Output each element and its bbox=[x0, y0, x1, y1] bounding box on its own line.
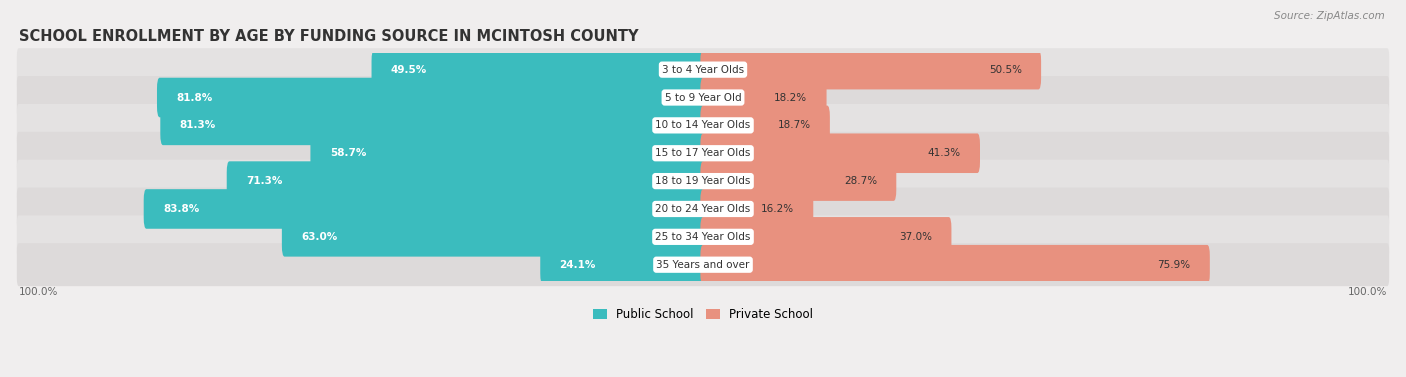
FancyBboxPatch shape bbox=[700, 217, 952, 257]
FancyBboxPatch shape bbox=[226, 161, 706, 201]
Text: 41.3%: 41.3% bbox=[928, 148, 960, 158]
Text: 71.3%: 71.3% bbox=[246, 176, 283, 186]
Text: 81.8%: 81.8% bbox=[176, 92, 212, 103]
Text: 37.0%: 37.0% bbox=[900, 232, 932, 242]
FancyBboxPatch shape bbox=[17, 243, 1389, 286]
Text: 50.5%: 50.5% bbox=[988, 64, 1022, 75]
Text: 63.0%: 63.0% bbox=[301, 232, 337, 242]
FancyBboxPatch shape bbox=[700, 50, 1040, 89]
Text: 58.7%: 58.7% bbox=[329, 148, 366, 158]
Text: 10 to 14 Year Olds: 10 to 14 Year Olds bbox=[655, 120, 751, 130]
Text: 20 to 24 Year Olds: 20 to 24 Year Olds bbox=[655, 204, 751, 214]
FancyBboxPatch shape bbox=[700, 133, 980, 173]
FancyBboxPatch shape bbox=[700, 245, 1209, 285]
Text: 18.7%: 18.7% bbox=[778, 120, 811, 130]
Text: 5 to 9 Year Old: 5 to 9 Year Old bbox=[665, 92, 741, 103]
Text: 81.3%: 81.3% bbox=[180, 120, 215, 130]
Text: Source: ZipAtlas.com: Source: ZipAtlas.com bbox=[1274, 11, 1385, 21]
FancyBboxPatch shape bbox=[700, 189, 813, 229]
Text: 24.1%: 24.1% bbox=[560, 260, 596, 270]
Text: SCHOOL ENROLLMENT BY AGE BY FUNDING SOURCE IN MCINTOSH COUNTY: SCHOOL ENROLLMENT BY AGE BY FUNDING SOUR… bbox=[18, 29, 638, 44]
Text: 35 Years and over: 35 Years and over bbox=[657, 260, 749, 270]
Text: 25 to 34 Year Olds: 25 to 34 Year Olds bbox=[655, 232, 751, 242]
FancyBboxPatch shape bbox=[160, 106, 706, 145]
FancyBboxPatch shape bbox=[281, 217, 706, 257]
FancyBboxPatch shape bbox=[540, 245, 706, 285]
FancyBboxPatch shape bbox=[17, 48, 1389, 91]
FancyBboxPatch shape bbox=[17, 132, 1389, 175]
FancyBboxPatch shape bbox=[143, 189, 706, 229]
Legend: Public School, Private School: Public School, Private School bbox=[588, 303, 818, 326]
FancyBboxPatch shape bbox=[17, 104, 1389, 147]
Text: 18.2%: 18.2% bbox=[775, 92, 807, 103]
Text: 83.8%: 83.8% bbox=[163, 204, 200, 214]
FancyBboxPatch shape bbox=[700, 106, 830, 145]
FancyBboxPatch shape bbox=[17, 215, 1389, 258]
FancyBboxPatch shape bbox=[17, 76, 1389, 119]
FancyBboxPatch shape bbox=[371, 50, 706, 89]
Text: 18 to 19 Year Olds: 18 to 19 Year Olds bbox=[655, 176, 751, 186]
FancyBboxPatch shape bbox=[311, 133, 706, 173]
Text: 3 to 4 Year Olds: 3 to 4 Year Olds bbox=[662, 64, 744, 75]
FancyBboxPatch shape bbox=[700, 78, 827, 117]
Text: 28.7%: 28.7% bbox=[844, 176, 877, 186]
FancyBboxPatch shape bbox=[700, 161, 896, 201]
Text: 16.2%: 16.2% bbox=[761, 204, 794, 214]
FancyBboxPatch shape bbox=[157, 78, 706, 117]
Text: 15 to 17 Year Olds: 15 to 17 Year Olds bbox=[655, 148, 751, 158]
Text: 49.5%: 49.5% bbox=[391, 64, 427, 75]
FancyBboxPatch shape bbox=[17, 159, 1389, 202]
Text: 75.9%: 75.9% bbox=[1157, 260, 1191, 270]
FancyBboxPatch shape bbox=[17, 187, 1389, 230]
